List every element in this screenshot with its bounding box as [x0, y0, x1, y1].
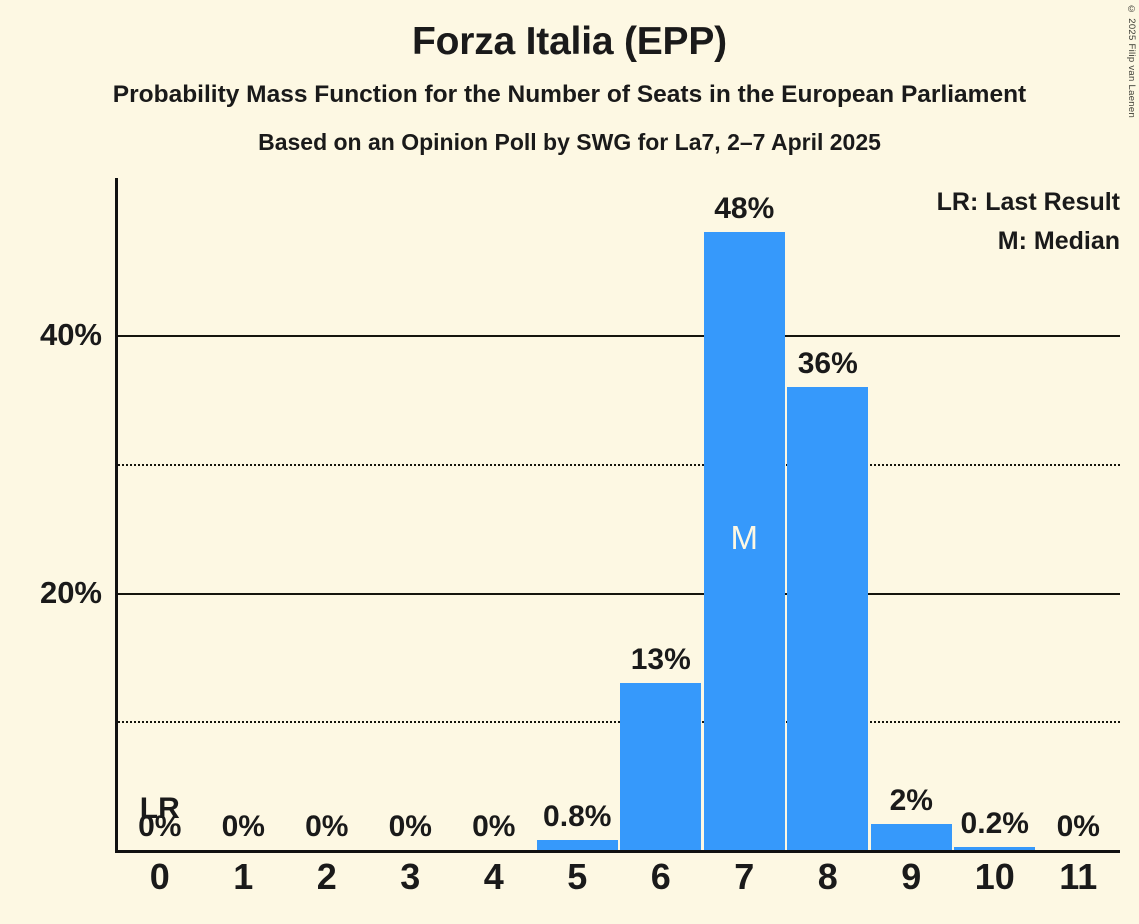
- gridline-dotted-30: [118, 463, 1120, 466]
- bar-value-label: 0%: [472, 810, 516, 843]
- y-axis-labels: 20% 40%: [0, 178, 110, 850]
- bar-value-label: 0.2%: [960, 807, 1029, 841]
- x-axis-tick-label: 0: [149, 856, 170, 897]
- x-axis-line: [115, 850, 1120, 853]
- x-axis-tick-label: 11: [1059, 856, 1098, 897]
- bar: [536, 839, 618, 850]
- last-result-marker: LR: [139, 792, 180, 825]
- plot-area: 0% LR 0% 0% 0% 0% 0.8% 13% 48% M 36% 2% 0.2% 0%: [115, 178, 1120, 853]
- bar-value-label: 0%: [305, 810, 349, 843]
- bar-value-label: 13%: [630, 642, 691, 676]
- title-block: Forza Italia (EPP) Probability Mass Func…: [0, 0, 1139, 154]
- bar: [954, 847, 1036, 850]
- bar-value-label: 0%: [388, 810, 432, 843]
- bar: [870, 824, 952, 850]
- bar-value-label: 0%: [1056, 810, 1100, 843]
- chart-source-note: Based on an Opinion Poll by SWG for La7,…: [258, 128, 881, 155]
- bar: [620, 682, 702, 850]
- legend-item-last-result: LR: Last Result: [936, 188, 1120, 216]
- bar: [703, 232, 785, 850]
- x-axis-labels: 0 1 2 3 4 5 6 7 8 9 10 11: [118, 856, 1120, 916]
- copyright-notice: © 2025 Filip van Laenen: [1126, 4, 1137, 119]
- x-axis-tick-label: 4: [483, 856, 504, 897]
- x-axis-tick-label: 1: [233, 856, 254, 897]
- legend-item-median: M: Median: [997, 227, 1120, 255]
- x-axis-tick-label: 2: [316, 856, 337, 897]
- bar-value-label: 48%: [714, 192, 775, 226]
- x-axis-tick-label: 8: [817, 856, 838, 897]
- bar-value-label: 0%: [138, 810, 182, 843]
- chart-subtitle: Probability Mass Function for the Number…: [112, 81, 1027, 108]
- bar-value-label: 0%: [221, 810, 265, 843]
- gridline-solid-40: [118, 335, 1120, 338]
- x-axis-tick-label: 6: [650, 856, 671, 897]
- bar-value-label: 0.8%: [543, 799, 612, 833]
- y-axis-tick-label: 20%: [39, 574, 102, 610]
- bar-value-label: 2%: [889, 784, 933, 818]
- chart-legend: LR: Last Result M: Median: [937, 183, 1120, 261]
- median-marker: M: [730, 519, 759, 557]
- gridline-dotted-10: [118, 721, 1120, 724]
- gridline-solid-20: [118, 592, 1120, 595]
- page-title: Forza Italia (EPP): [412, 20, 727, 63]
- bar-value-label: 36%: [797, 346, 858, 380]
- x-axis-tick-label: 5: [567, 856, 588, 897]
- x-axis-tick-label: 7: [734, 856, 755, 897]
- x-axis-tick-label: 10: [974, 856, 1015, 897]
- y-axis-tick-label: 40%: [39, 317, 102, 353]
- y-axis-line: [115, 178, 118, 852]
- x-axis-tick-label: 9: [901, 856, 922, 897]
- x-axis-tick-label: 3: [400, 856, 421, 897]
- bar: [787, 386, 869, 850]
